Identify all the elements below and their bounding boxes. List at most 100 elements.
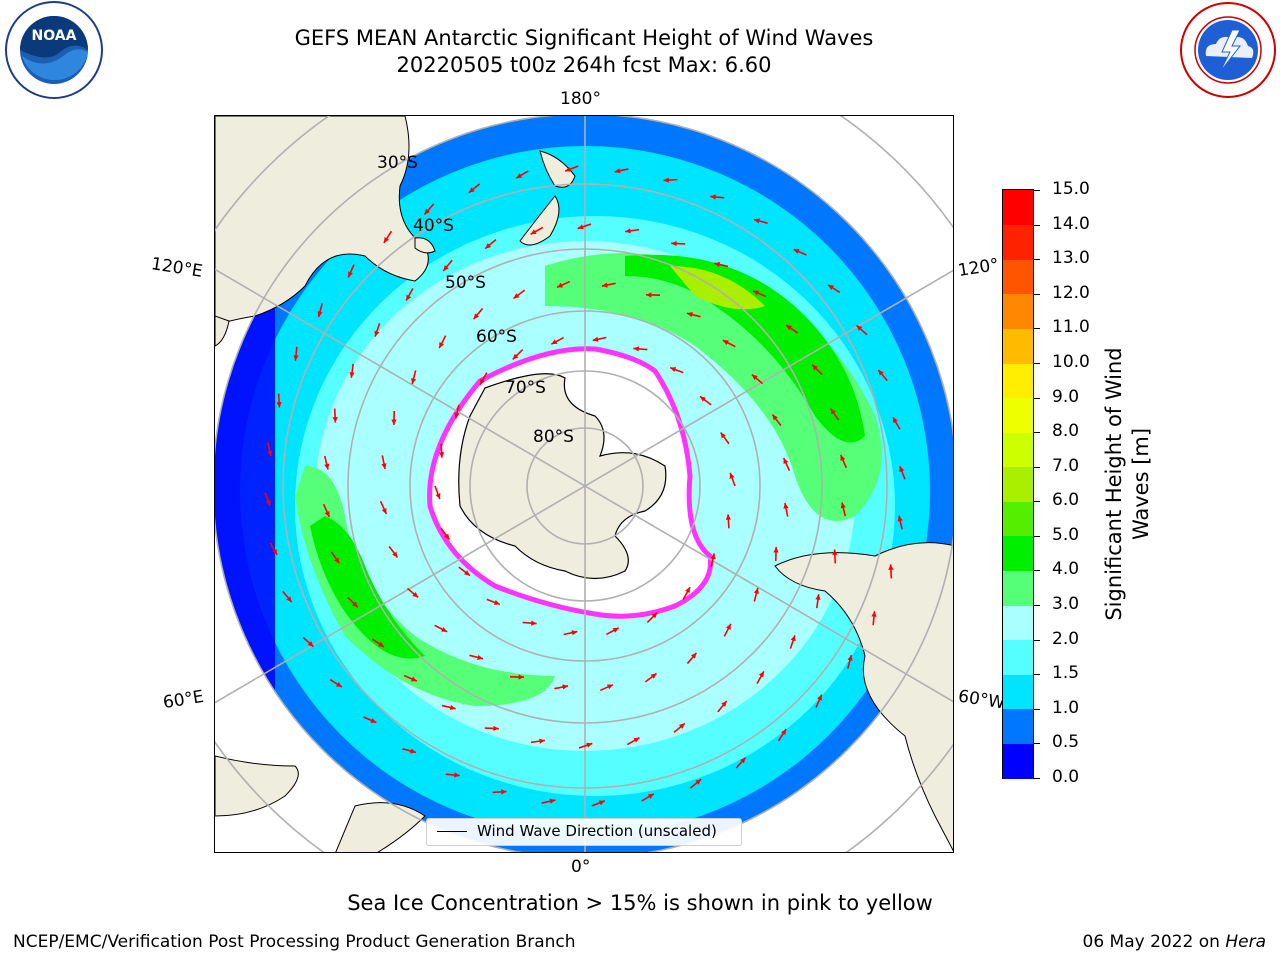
wave-direction-arrowhead [897, 515, 903, 522]
legend-label: Wind Wave Direction (unscaled) [477, 822, 717, 840]
wave-direction-arrowhead [518, 674, 525, 680]
lat-label-80s: 80°S [533, 427, 574, 447]
footer-credit: NCEP/EMC/Verification Post Processing Pr… [13, 932, 576, 952]
wave-direction-arrowhead [562, 684, 569, 690]
noaa-logo-text: NOAA [32, 28, 77, 44]
colorbar-tick [1034, 293, 1040, 295]
wave-direction-arrowhead [586, 742, 593, 748]
wave-direction-arrowhead [513, 293, 520, 299]
lon-label-180: 180° [560, 89, 601, 109]
wave-direction-arrowhead [625, 228, 631, 234]
colorbar-tick-label: 11.0 [1052, 317, 1090, 338]
wave-direction-arrowhead [892, 417, 898, 424]
lat-label-40s: 40°S [413, 216, 454, 236]
wave-direction-arrowhead [686, 312, 693, 318]
colorbar-cell [1003, 224, 1033, 260]
footer-date-text: 06 May 2022 on [1082, 932, 1226, 952]
lon-label-0: 0° [571, 857, 591, 877]
nws-logo-icon [1180, 2, 1276, 98]
wave-direction-arrowhead [725, 623, 731, 630]
colorbar-tick-label: 15.0 [1052, 179, 1090, 199]
wave-direction-arrowhead [690, 652, 697, 659]
colorbar-cell [1003, 743, 1033, 779]
colorbar-tick [1034, 328, 1040, 330]
wave-direction-arrowhead [383, 236, 390, 243]
colorbar-tick [1034, 743, 1040, 745]
wave-direction-arrowhead [714, 261, 721, 268]
colorbar-cell [1003, 397, 1033, 433]
colorbar-tick-label: 5.0 [1052, 524, 1080, 545]
lat-label-50s: 50°S [445, 273, 486, 293]
colorbar-cell [1003, 293, 1033, 329]
wave-direction-arrowhead [374, 330, 380, 337]
colorbar-cell [1003, 535, 1033, 572]
wave-direction-arrowhead [441, 626, 448, 632]
wave-direction-arrowhead [276, 402, 282, 408]
wave-direction-arrowhead [871, 611, 877, 617]
wave-direction-arrowhead [840, 502, 846, 509]
colorbar-tick [1034, 639, 1040, 641]
colorbar-cell [1003, 190, 1033, 226]
wave-direction-arrowhead [606, 684, 613, 690]
colorbar-tick-label: 14.0 [1052, 213, 1090, 234]
wave-direction-arrowhead [468, 187, 475, 193]
colorbar-cell [1003, 639, 1033, 675]
wave-direction-arrowhead [411, 378, 417, 385]
wave-direction-arrowhead [828, 284, 835, 291]
map-panel: 30°S 40°S 50°S 60°S 70°S 80°S [214, 115, 954, 853]
colorbar-tick [1034, 362, 1040, 364]
colorbar-tick [1034, 190, 1040, 191]
wave-direction-arrowhead [444, 533, 450, 540]
colorbar-cell [1003, 432, 1033, 468]
wave-direction-arrowhead [334, 557, 340, 564]
nws-logo [1178, 0, 1278, 100]
wave-direction-arrowhead [501, 789, 507, 795]
colorbar-tick-label: 0.5 [1052, 732, 1080, 753]
wave-direction-arrowhead [272, 548, 278, 555]
wave-direction-arrowhead [324, 463, 330, 470]
wave-direction-arrowhead [754, 218, 760, 224]
colorbar-title-line2: Waves [m] [1129, 427, 1153, 541]
wave-direction-arrowhead [888, 564, 894, 570]
wave-direction-arrowhead [477, 654, 484, 660]
colorbar-tick [1034, 570, 1040, 572]
chart-title: GEFS MEAN Antarctic Significant Height o… [294, 26, 874, 50]
lat-label-30s: 30°S [377, 153, 418, 173]
wave-direction-arrowhead [647, 793, 654, 799]
wave-direction-arrowhead [651, 612, 658, 619]
wave-direction-arrowhead [592, 336, 599, 342]
wave-direction-arrowhead [832, 549, 838, 555]
wave-direction-arrowhead [758, 671, 764, 678]
colorbar-cell [1003, 362, 1033, 399]
wave-direction-arrowhead [485, 243, 492, 249]
colorbar-tick-label: 8.0 [1052, 421, 1080, 442]
map-legend: Wind Wave Direction (unscaled) [426, 818, 742, 846]
wave-direction-arrowhead [439, 452, 445, 458]
colorbar-tick-label: 4.0 [1052, 559, 1080, 580]
wave-direction-arrowhead [793, 249, 800, 254]
wave-direction-arrowhead [530, 229, 537, 235]
wave-direction-arrowhead [265, 499, 271, 506]
wave-direction-arrowhead [392, 551, 398, 558]
wave-direction-arrowhead [633, 346, 639, 352]
wave-direction-arrowhead [830, 408, 836, 415]
colorbar-tick [1034, 432, 1040, 434]
colorbar-tick-label: 3.0 [1052, 594, 1080, 615]
wind-wave-arrows [264, 165, 906, 807]
wave-direction-arrowhead [695, 779, 702, 785]
colorbar-tick [1034, 674, 1040, 676]
continents [215, 116, 953, 852]
wave-direction-arrowhead [493, 599, 500, 605]
footer-host: Hera [1225, 932, 1266, 952]
wave-direction-arrowhead [678, 723, 685, 729]
wave-direction-arrowhead [773, 546, 779, 553]
colorbar-tick [1034, 466, 1040, 468]
wave-direction-arrowhead [645, 292, 652, 298]
lon-label-60w: 60°W [956, 686, 1007, 714]
wave-direction-arrowhead [790, 635, 796, 642]
colorbar-tick [1034, 605, 1040, 607]
wave-direction-arrowhead [493, 725, 499, 732]
noaa-logo-icon: NOAA [5, 1, 103, 99]
wave-direction-arrowhead [840, 454, 846, 461]
wave-direction-arrowhead [439, 342, 445, 349]
